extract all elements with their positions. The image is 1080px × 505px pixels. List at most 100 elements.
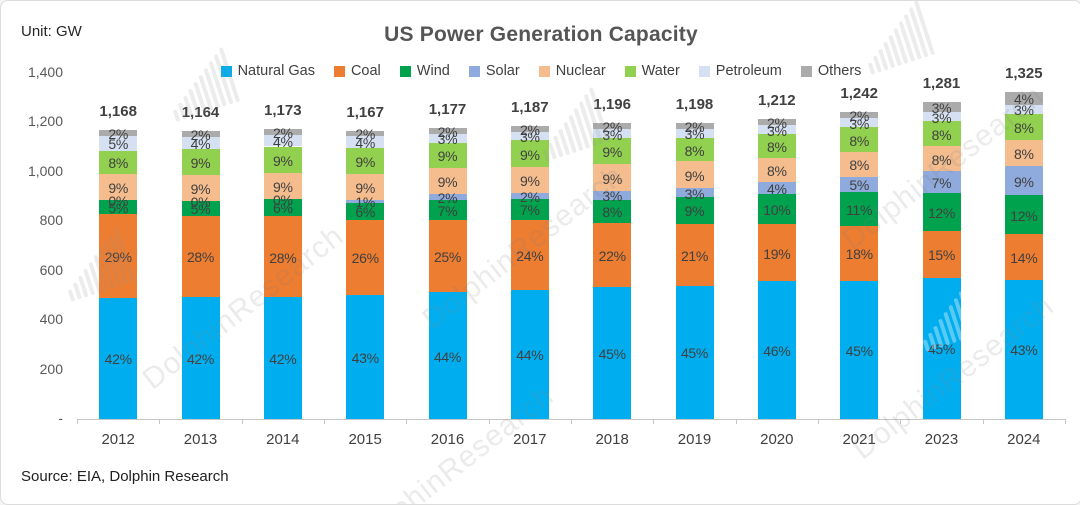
legend-swatch-icon: [399, 65, 411, 77]
bar-segment-coal: [1004, 234, 1043, 280]
stacked-bar: 42% 28% 5% 0% 9% 9% 4% 2%: [181, 127, 220, 419]
x-axis-tick: [653, 419, 655, 424]
bar-segment-coal: [675, 223, 714, 286]
bar-segment-natural-gas: [757, 281, 796, 419]
bar-segment-solar: [840, 176, 879, 192]
bar-segment-wind: [263, 198, 302, 217]
bar-segment-solar: [1004, 166, 1043, 196]
bar-segment-others: [675, 122, 714, 129]
legend-item-coal: Coal: [333, 63, 381, 79]
bar-total-label: 1,177: [428, 101, 467, 119]
bar-segment-coal: [428, 220, 467, 293]
legend-label: Water: [641, 63, 680, 79]
bar-segment-water: [1004, 114, 1043, 141]
bar-segment-nuclear: [675, 161, 714, 189]
x-axis-year-label: 2016: [430, 431, 465, 448]
stacked-bar: 45% 18% 11% 5% 8% 8% 3% 2%: [840, 108, 879, 419]
bar-segment-water: [263, 146, 302, 173]
bar-segment-wind: [757, 194, 796, 225]
bar-total-label: 1,187: [511, 98, 549, 116]
legend-item-solar: Solar: [468, 63, 520, 79]
y-axis-tick-label: 200: [39, 360, 63, 377]
bar-segment-solar: [510, 193, 549, 199]
bar-segment-coal: [922, 230, 961, 278]
bar-segment-petroleum: [840, 118, 879, 128]
legend-item-petroleum: Petroleum: [698, 63, 782, 79]
unit-label: Unit: GW: [21, 23, 82, 40]
bar-segment-wind: [593, 199, 632, 223]
bar-segment-coal: [593, 222, 632, 288]
bar-segment-petroleum: [757, 125, 796, 135]
legend-label: Others: [817, 63, 862, 79]
bar-segment-others: [593, 123, 632, 130]
legend-label: Petroleum: [715, 63, 782, 79]
bar-segment-wind: [510, 198, 549, 220]
bar-segment-wind: [428, 200, 467, 221]
bar-segment-coal: [181, 215, 220, 297]
bar-segment-coal: [263, 216, 302, 298]
bar-segment-solar: [757, 182, 796, 195]
bar-segment-petroleum: [428, 133, 467, 143]
bar-segment-natural-gas: [675, 285, 714, 419]
x-axis-tick: [982, 419, 984, 424]
x-axis-year-label: 2024: [1007, 431, 1041, 448]
bar-segment-solar: [428, 194, 467, 201]
bar-segment-water: [99, 150, 138, 174]
bar-segment-water: [922, 121, 961, 147]
bar-segment-natural-gas: [346, 294, 385, 419]
bar-segment-nuclear: [922, 146, 961, 172]
legend-item-others: Others: [800, 63, 862, 79]
legend-swatch-icon: [333, 65, 345, 77]
bar-segment-coal: [346, 219, 385, 295]
stacked-bar: 42% 28% 6% 0% 9% 9% 4% 2%: [263, 125, 302, 419]
x-axis-tick: [77, 419, 78, 424]
legend-swatch-icon: [468, 65, 480, 77]
bar-segment-others: [840, 112, 879, 119]
legend-label: Solar: [485, 63, 520, 79]
bar-segment-solar: [675, 188, 714, 197]
bar-segment-water: [593, 138, 632, 165]
bar-segment-water: [675, 137, 714, 162]
bar-segment-others: [757, 119, 796, 126]
bar-segment-wind: [346, 202, 385, 220]
legend-item-natural-gas: Natural Gas: [220, 63, 315, 79]
legend-label: Nuclear: [555, 63, 606, 79]
y-axis-tick-label: -: [58, 410, 63, 426]
x-axis-tick: [1065, 419, 1066, 424]
stacked-bar: 45% 22% 8% 3% 9% 9% 3% 2%: [593, 119, 632, 419]
y-axis-tick-label: 1,200: [27, 113, 63, 130]
stacked-bar: 42% 29% 5% 0% 9% 8% 5% 2%: [99, 126, 138, 419]
y-axis-tick-label: 800: [39, 212, 63, 229]
x-axis-year-label: 2020: [760, 431, 794, 448]
bar-segment-nuclear: [593, 164, 632, 191]
bar-segment-nuclear: [99, 173, 138, 200]
bar-total-label: 1,168: [99, 103, 137, 121]
bar-segment-natural-gas: [1004, 279, 1043, 419]
bar-segment-others: [99, 130, 138, 137]
bar-segment-nuclear: [263, 172, 302, 199]
legend-swatch-icon: [624, 65, 636, 77]
bar-segment-others: [263, 129, 302, 135]
x-axis-year-label: 2014: [266, 431, 300, 448]
bar-total-label: 1,242: [840, 85, 878, 103]
bar-segment-nuclear: [181, 174, 220, 202]
bar-segment-natural-gas: [263, 297, 302, 419]
bar-segment-coal: [99, 214, 138, 298]
bar-segment-petroleum: [181, 137, 220, 149]
legend-swatch-icon: [698, 65, 710, 77]
legend-label: Natural Gas: [237, 63, 315, 79]
x-axis-tick: [571, 419, 572, 424]
x-axis-tick: [159, 419, 161, 424]
chart-title: US Power Generation Capacity: [384, 23, 698, 46]
bar-segment-petroleum: [346, 136, 385, 148]
bar-segment-wind: [99, 199, 138, 215]
stacked-bar: 43% 14% 12% 9% 8% 8% 3% 4%: [1004, 91, 1043, 419]
x-axis-tick: [406, 419, 408, 424]
bar-segment-nuclear: [757, 158, 796, 183]
bar-segment-water: [181, 148, 220, 175]
bar-segment-wind: [922, 193, 961, 231]
x-axis-year-label: 2018: [595, 431, 629, 448]
bar-segment-coal: [757, 224, 796, 282]
bar-segment-petroleum: [675, 128, 714, 138]
